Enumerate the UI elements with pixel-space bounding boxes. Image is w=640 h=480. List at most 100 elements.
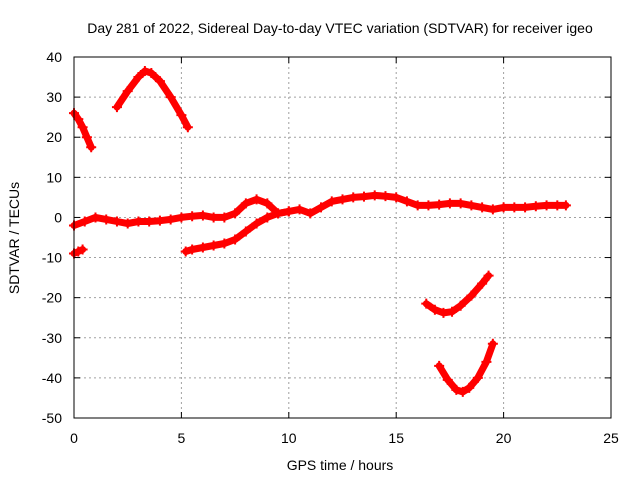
x-tick-label: 10 [281,430,297,446]
data-point [421,298,432,309]
data-point [412,200,423,211]
data-point [86,142,97,153]
y-tick-label: -20 [42,290,62,306]
series-early-drop [69,108,97,153]
grid [74,57,611,418]
data-point [442,374,453,385]
series-arc-1 [111,66,193,133]
data-point [154,76,165,87]
data-point [77,244,88,255]
data-point [560,200,571,211]
series-layer [69,66,571,397]
data-point [391,192,402,203]
data-point [358,191,369,202]
y-tick-label: 40 [46,49,62,65]
data-point [77,122,88,133]
data-point [230,234,241,245]
data-point [81,132,92,143]
series-start-segment [69,244,88,259]
data-point [401,196,412,207]
y-axis-label: SDTVAR / TECUs [6,182,22,294]
data-point [326,196,337,207]
y-tick-label: -10 [42,250,62,266]
data-point [165,92,176,103]
plot-frame [73,56,612,419]
series-arc-3 [434,338,498,397]
data-point [423,200,434,211]
data-point [369,190,380,201]
data-point [122,86,133,97]
series-line [435,340,497,396]
data-point [348,192,359,203]
data-point [464,382,475,393]
data-point [73,114,84,125]
data-point [133,72,144,83]
y-tick-label: 0 [54,209,62,225]
data-point [434,360,445,371]
data-point [111,102,122,113]
data-point [273,208,284,219]
data-point [451,384,462,395]
data-point [251,194,262,205]
x-tick-label: 15 [388,430,404,446]
y-tick-label: -40 [42,370,62,386]
data-point [182,122,193,133]
chart-title: Day 281 of 2022, Sidereal Day-to-day VTE… [87,20,593,36]
data-point [487,338,498,349]
data-point [447,306,458,317]
x-axis-label: GPS time / hours [287,457,394,473]
data-point [509,202,520,213]
data-point [101,214,112,225]
data-point [154,215,165,226]
data-point [122,218,133,229]
data-point [111,216,122,227]
series-arc-2 [421,270,494,318]
data-point [498,202,509,213]
x-tick-label: 5 [178,430,186,446]
x-tick-label: 0 [70,430,78,446]
series-line [113,67,192,131]
data-point [79,216,90,227]
data-point [144,216,155,227]
data-point [90,212,101,223]
ticks: 0 5 10 15 20 25 -50 -40 -30 -20 -10 0 10 20 30 40 [42,49,619,446]
data-point [219,238,230,249]
data-point [139,66,150,77]
data-point [197,242,208,253]
data-point [262,212,273,223]
data-point [219,212,230,223]
data-point [487,204,498,215]
x-tick-label: 20 [496,430,512,446]
data-point [133,216,144,227]
data-point [176,212,187,223]
data-point [455,300,466,311]
data-point [466,200,477,211]
data-point [520,202,531,213]
data-point [240,198,251,209]
data-point [481,356,492,367]
data-point [283,206,294,217]
data-point [240,226,251,237]
data-point [438,307,449,318]
data-point [146,68,157,79]
data-point [530,201,541,212]
data-point [429,304,440,315]
data-point [294,204,305,215]
y-tick-label: -50 [42,410,62,426]
data-point [466,290,477,301]
data-point [176,110,187,121]
data-point [337,194,348,205]
data-point [208,240,219,251]
data-point [457,386,468,397]
series-main-band [69,190,571,231]
y-tick-label: -30 [42,330,62,346]
data-point [180,246,191,257]
data-point [380,191,391,202]
data-point [455,198,466,209]
data-point [434,199,445,210]
y-tick-label: 30 [46,89,62,105]
data-point [165,214,176,225]
y-tick-label: 20 [46,129,62,145]
data-point [187,244,198,255]
